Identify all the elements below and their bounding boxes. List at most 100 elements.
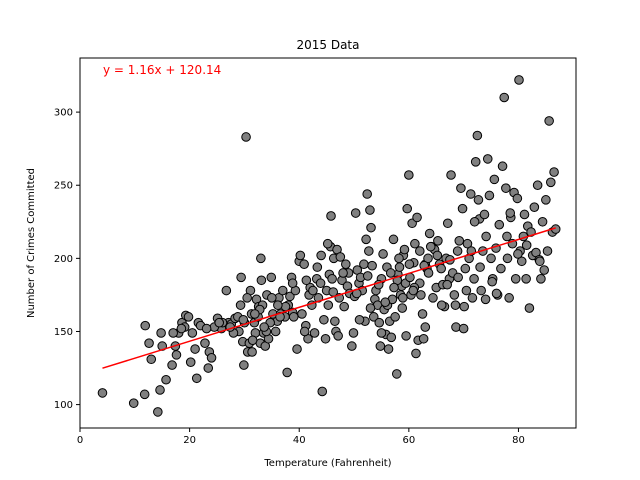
data-point [292, 344, 302, 354]
data-point [161, 374, 171, 385]
data-point [544, 116, 554, 126]
data-point [541, 195, 551, 205]
data-point [376, 328, 387, 338]
data-point [501, 183, 511, 193]
data-point [287, 278, 298, 289]
data-point [280, 301, 291, 312]
data-point [521, 240, 532, 250]
data-point [397, 303, 408, 313]
data-point [536, 274, 546, 284]
data-point [487, 276, 497, 287]
data-point [494, 219, 505, 230]
data-point [423, 253, 433, 264]
data-point [153, 407, 163, 417]
data-point [452, 246, 463, 256]
data-point [505, 208, 516, 218]
data-point [454, 236, 465, 246]
data-point [449, 290, 460, 300]
data-point [362, 271, 373, 281]
data-point [545, 177, 556, 188]
data-point [475, 262, 485, 272]
data-point [388, 234, 399, 245]
data-point [399, 244, 410, 255]
y-tick-label: 300 [54, 108, 73, 119]
data-point [247, 335, 258, 346]
data-point [394, 262, 405, 272]
data-point [411, 348, 421, 359]
data-point [408, 285, 419, 296]
data-point [467, 293, 478, 303]
data-point [472, 130, 483, 141]
data-point [442, 218, 453, 229]
data-point [415, 246, 425, 256]
data-point [513, 249, 523, 259]
data-point [327, 274, 337, 284]
data-point [235, 300, 246, 310]
data-point [460, 263, 471, 274]
data-point [191, 373, 202, 384]
data-point [236, 272, 246, 283]
data-point [486, 253, 496, 264]
data-point [203, 363, 214, 373]
data-point [128, 398, 139, 408]
data-point [367, 260, 377, 271]
regression-equation-annotation: y = 1.16x + 120.14 [103, 63, 221, 77]
data-point [309, 328, 320, 338]
data-point [326, 211, 336, 221]
data-point [146, 354, 157, 365]
data-point [97, 388, 108, 398]
data-point [238, 314, 249, 325]
data-point [510, 274, 521, 284]
data-point [201, 323, 212, 334]
x-tick-label: 80 [512, 435, 525, 446]
y-tick-label: 250 [54, 181, 73, 192]
data-point [341, 259, 351, 270]
data-point [386, 332, 397, 343]
data-point [502, 253, 513, 264]
data-point [401, 331, 411, 341]
data-point [288, 312, 299, 322]
data-point [482, 154, 493, 164]
data-point [347, 341, 357, 351]
data-point [436, 300, 447, 310]
data-point [250, 309, 260, 319]
data-point [420, 322, 431, 332]
data-point [398, 293, 408, 303]
data-point [221, 285, 232, 296]
data-point [418, 333, 429, 344]
x-axis-label: Temperature (Fahrenheit) [263, 458, 391, 469]
data-point [185, 357, 196, 367]
y-tick-label: 150 [54, 327, 73, 338]
data-point [480, 294, 491, 305]
data-point [247, 347, 257, 357]
data-point [491, 288, 502, 299]
data-point [259, 322, 269, 332]
data-point [273, 300, 283, 310]
x-tick-label: 0 [77, 435, 83, 446]
data-point [470, 157, 481, 167]
regression-line [102, 227, 556, 369]
x-tick-label: 60 [402, 435, 415, 446]
data-point [428, 293, 438, 303]
data-point [457, 203, 468, 214]
data-point [389, 282, 399, 293]
data-point [361, 234, 371, 245]
data-point [239, 360, 249, 370]
data-point [502, 231, 512, 242]
data-point [167, 360, 177, 370]
data-point [532, 180, 543, 191]
data-point [374, 317, 385, 328]
data-point [380, 297, 391, 308]
data-point [375, 341, 386, 351]
data-point [424, 228, 435, 239]
data-point [516, 256, 527, 267]
data-point [187, 328, 198, 338]
data-point [476, 285, 486, 296]
data-point [277, 285, 288, 296]
data-point [183, 312, 194, 322]
data-point [496, 263, 506, 274]
data-point [171, 350, 182, 360]
data-point [301, 275, 312, 286]
data-point [354, 314, 365, 325]
data-point [339, 301, 349, 312]
